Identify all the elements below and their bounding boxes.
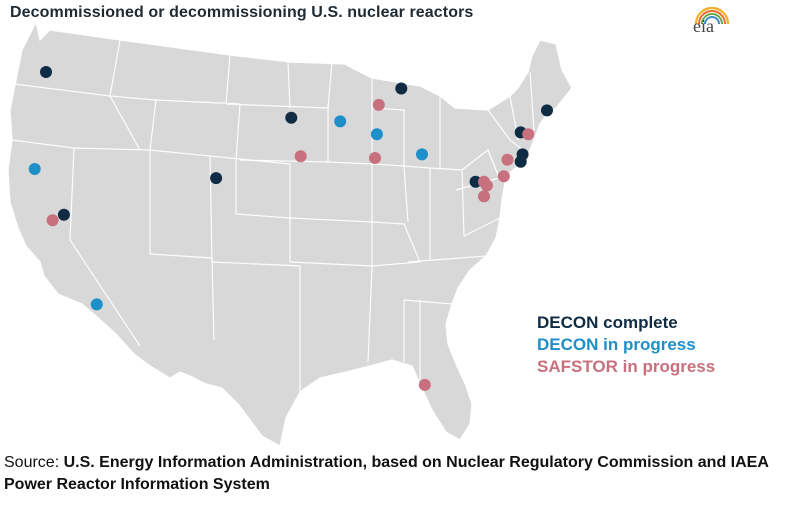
reactor-site-safstor-in-progress xyxy=(369,152,381,164)
reactor-site-decon-complete xyxy=(57,208,70,221)
legend-decon-complete: DECON complete xyxy=(537,313,678,332)
reactor-site-safstor-in-progress xyxy=(294,150,307,163)
reactor-site-decon-complete xyxy=(210,172,223,185)
reactor-site-decon-complete xyxy=(40,66,52,78)
reactor-site-safstor-in-progress xyxy=(418,378,431,391)
reactor-site-safstor-in-progress xyxy=(480,179,493,192)
eia-logo-text: eia xyxy=(693,16,714,36)
legend-safstor-in-progress: SAFSTOR in progress xyxy=(537,357,716,376)
reactor-site-decon-complete xyxy=(285,111,298,124)
state-borders xyxy=(11,39,535,392)
reactor-site-decon-in-progress xyxy=(370,128,383,141)
reactor-site-decon-in-progress xyxy=(28,163,41,175)
reactor-site-safstor-in-progress xyxy=(372,98,385,111)
source-text: U.S. Energy Information Administration, … xyxy=(4,454,769,493)
reactor-site-decon-in-progress xyxy=(90,298,103,311)
legend-decon-in-progress: DECON in progress xyxy=(537,335,696,354)
reactor-site-safstor-in-progress xyxy=(522,128,535,141)
reactor-site-safstor-in-progress xyxy=(497,170,510,183)
legend: DECON complete DECON in progress SAFSTOR… xyxy=(537,312,715,378)
reactor-site-decon-in-progress xyxy=(334,115,347,128)
reactor-sites xyxy=(28,66,553,391)
reactor-site-decon-complete xyxy=(514,155,527,168)
reactor-site-safstor-in-progress xyxy=(478,190,490,203)
reactor-site-safstor-in-progress xyxy=(501,153,514,166)
reactor-site-decon-complete xyxy=(541,104,553,117)
eia-sun-rays-icon xyxy=(694,6,730,25)
reactor-site-safstor-in-progress xyxy=(46,214,59,227)
map-title: Decommissioned or decommissioning U.S. n… xyxy=(10,4,474,21)
source-prefix: Source: xyxy=(4,454,64,471)
source-note: Source: U.S. Energy Information Administ… xyxy=(4,452,798,496)
reactor-site-decon-complete xyxy=(469,175,482,188)
us-map xyxy=(7,20,573,447)
reactor-site-decon-complete xyxy=(395,82,408,95)
reactor-site-decon-in-progress xyxy=(416,148,428,161)
